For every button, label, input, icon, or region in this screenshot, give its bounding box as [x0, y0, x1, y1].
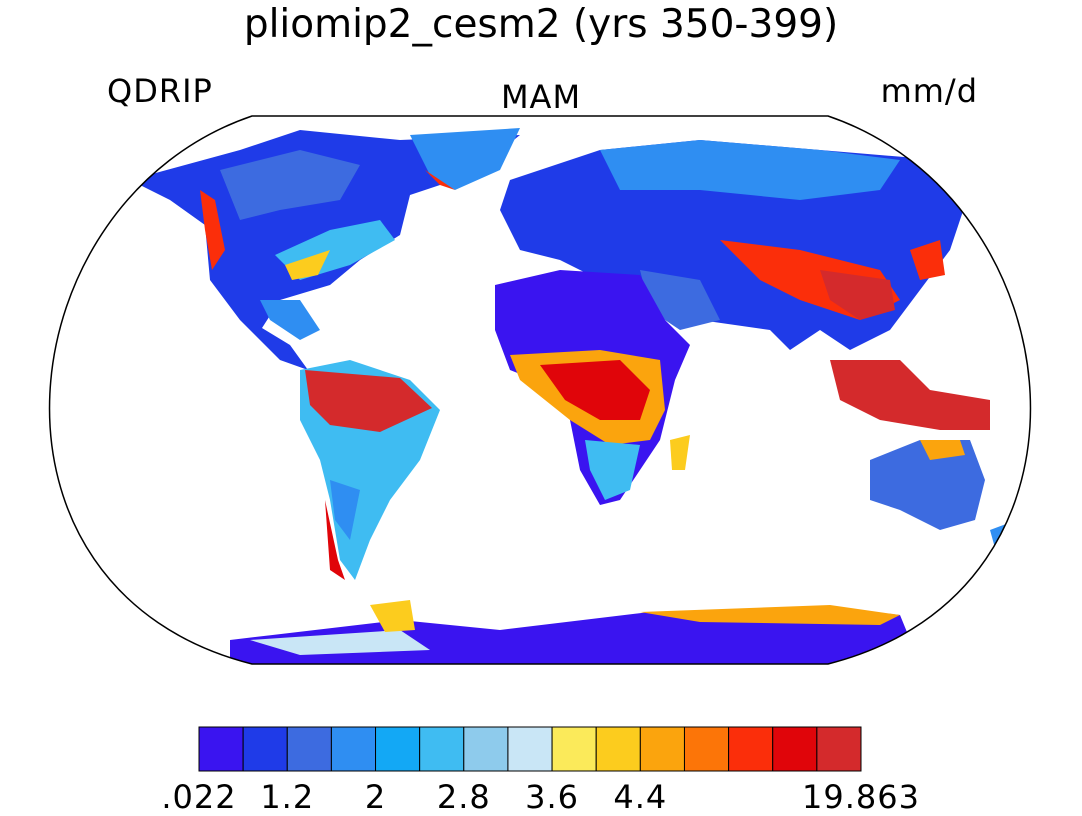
- colorbar-tick-label: 2: [364, 778, 387, 816]
- globe-outline: [48, 115, 1032, 665]
- colorbar-swatch: [375, 726, 421, 772]
- colorbar-swatch: [507, 726, 553, 772]
- colorbar-swatch: [595, 726, 641, 772]
- colorbar-tick-label: 2.8: [436, 778, 491, 816]
- maritime-land: [830, 360, 990, 430]
- colorbar-swatch: [286, 726, 332, 772]
- colorbar-swatch: [772, 726, 818, 772]
- australia-land: [870, 440, 985, 530]
- colorbar-swatch: [330, 726, 377, 772]
- colorbar-swatch: [419, 726, 465, 772]
- variable-label: QDRIP: [107, 72, 213, 110]
- season-label: MAM: [500, 78, 582, 116]
- units-label: mm/d: [880, 72, 978, 110]
- colorbar-swatch: [816, 726, 862, 772]
- greenland-land: [410, 128, 520, 190]
- colorbar-tick-label: 1.2: [260, 778, 315, 816]
- colorbar: [198, 726, 862, 772]
- colorbar-swatch: [198, 726, 244, 772]
- colorbar-swatch: [683, 726, 730, 772]
- colorbar-tick-label: 19.863: [802, 778, 920, 816]
- colorbar-tick-label: 4.4: [613, 778, 668, 816]
- precipitation-field: [130, 128, 1030, 664]
- colorbar-tick-label: 3.6: [525, 778, 580, 816]
- colorbar-swatch: [728, 726, 774, 772]
- colorbar-tick-label: .022: [161, 778, 237, 816]
- colorbar-swatch: [242, 726, 288, 772]
- colorbar-swatch: [551, 726, 597, 772]
- plot-title: pliomip2_cesm2 (yrs 350-399): [243, 2, 839, 47]
- colorbar-swatch: [639, 726, 685, 772]
- colorbar-swatch: [463, 726, 509, 772]
